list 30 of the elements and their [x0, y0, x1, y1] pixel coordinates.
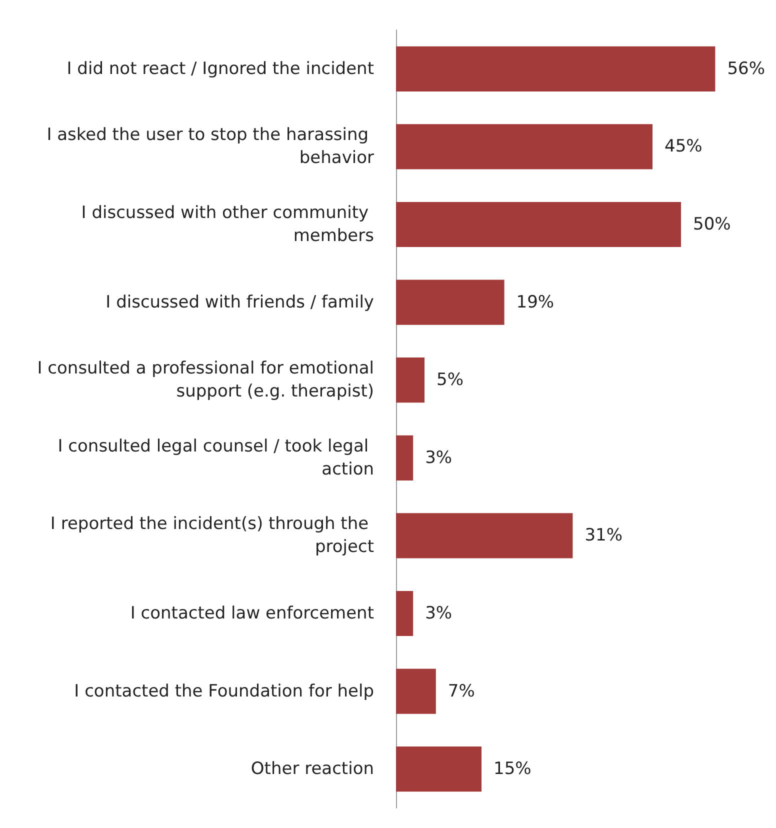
y-tick-label: I asked the user to stop the harassing behavior — [46, 125, 374, 168]
bar — [396, 746, 482, 792]
data-label: 3% — [425, 604, 452, 624]
y-tick-label: I discussed with other community members — [81, 203, 374, 246]
y-tick-label: I consulted legal counsel / took legal action — [58, 436, 374, 480]
y-tick-label: Other reaction — [250, 759, 374, 780]
bar — [396, 358, 424, 403]
data-label: 5% — [436, 370, 464, 390]
bar — [396, 202, 681, 248]
bar — [396, 280, 504, 325]
data-label: 50% — [693, 214, 731, 234]
data-label: 19% — [516, 292, 554, 312]
bar — [396, 590, 414, 636]
y-tick-label: I reported the incident(s) through the project — [50, 514, 374, 558]
bar — [396, 124, 652, 170]
y-tick-label: I contacted the Foundation for help — [74, 681, 374, 702]
data-label: 7% — [448, 681, 475, 702]
data-label: 56% — [727, 58, 765, 79]
bar — [396, 513, 573, 558]
data-label: 3% — [425, 448, 452, 468]
y-tick-label: I did not react / Ignored the incident — [66, 58, 374, 79]
data-label: 15% — [494, 759, 532, 780]
y-tick-label: I discussed with friends / family — [106, 292, 374, 312]
data-label: 45% — [664, 136, 702, 157]
bar — [396, 435, 414, 480]
y-tick-label: I contacted law enforcement — [130, 604, 374, 624]
bar — [396, 46, 716, 92]
data-label: 31% — [584, 526, 622, 546]
bar — [396, 668, 436, 714]
y-tick-label: I consulted a professional for emotional support (e.g. therapist) — [37, 358, 374, 402]
